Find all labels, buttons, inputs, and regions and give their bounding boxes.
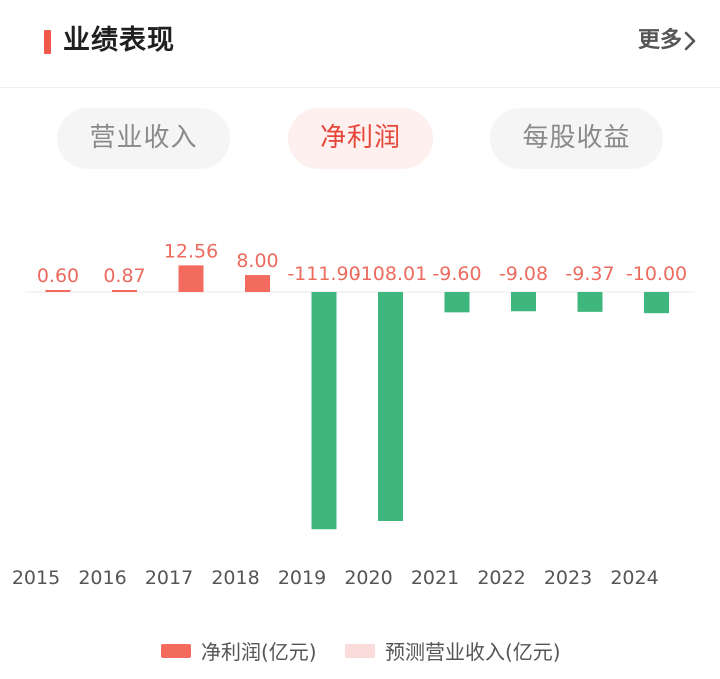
x-tick-2024: 2024 <box>610 567 658 589</box>
x-tick-2017: 2017 <box>145 567 193 589</box>
bar-2018 <box>245 275 270 292</box>
tab-net-profit[interactable]: 净利润 <box>288 108 433 169</box>
metric-tabs: 营业收入 净利润 每股收益 <box>0 108 720 170</box>
more-label: 更多 <box>637 28 682 53</box>
bar-2015 <box>45 290 71 292</box>
value-label-2021: -9.60 <box>432 263 481 285</box>
x-tick-2021: 2021 <box>411 567 459 589</box>
legend-swatch-net-profit <box>161 643 191 658</box>
legend-item-forecast-revenue: 预测营业收入(亿元) <box>345 636 561 665</box>
x-tick-2020: 2020 <box>344 567 392 589</box>
legend-label-forecast-revenue: 预测营业收入(亿元) <box>385 640 561 664</box>
bar-2017 <box>178 265 204 292</box>
bar-2024 <box>644 292 669 314</box>
net-profit-bar-chart: 0.60 2015 0.87 2016 12.56 2017 8.00 2018 -111.90… <box>12 240 695 589</box>
x-tick-2019: 2019 <box>278 567 326 589</box>
tab-revenue[interactable]: 营业收入 <box>57 108 230 169</box>
more-link[interactable]: 更多 <box>638 24 696 58</box>
x-tick-2015: 2015 <box>12 567 60 589</box>
tab-eps[interactable]: 每股收益 <box>490 108 663 169</box>
chevron-right-icon <box>684 31 696 51</box>
value-label-2020: -108.01 <box>354 263 427 285</box>
x-tick-2016: 2016 <box>78 567 126 589</box>
x-tick-2023: 2023 <box>544 567 592 589</box>
value-label-2023: -9.37 <box>565 263 614 285</box>
value-label-2015: 0.60 <box>37 265 79 287</box>
x-tick-2022: 2022 <box>477 567 525 589</box>
x-tick-2018: 2018 <box>211 567 259 589</box>
bar-2021 <box>444 292 470 313</box>
value-label-2022: -9.08 <box>499 263 548 285</box>
bar-2019 <box>311 292 337 530</box>
legend-item-net-profit: 净利润(亿元) <box>161 636 317 665</box>
section-header: 业绩表现 更多 <box>0 0 720 88</box>
bar-2020 <box>378 292 403 521</box>
bar-2016 <box>112 290 137 292</box>
value-label-2019: -111.90 <box>287 263 360 285</box>
section-title: 业绩表现 <box>63 25 175 56</box>
chart-legend: 净利润(亿元) 预测营业收入(亿元) <box>0 636 720 666</box>
legend-label-net-profit: 净利润(亿元) <box>201 640 317 664</box>
value-label-2017: 12.56 <box>164 240 218 262</box>
bar-2023 <box>577 292 603 312</box>
title-accent-bar <box>44 30 51 54</box>
bar-2022 <box>511 292 536 312</box>
value-label-2018: 8.00 <box>236 250 278 272</box>
value-label-2024: -10.00 <box>626 263 687 285</box>
value-label-2016: 0.87 <box>103 265 145 287</box>
legend-swatch-forecast-revenue <box>345 643 375 658</box>
